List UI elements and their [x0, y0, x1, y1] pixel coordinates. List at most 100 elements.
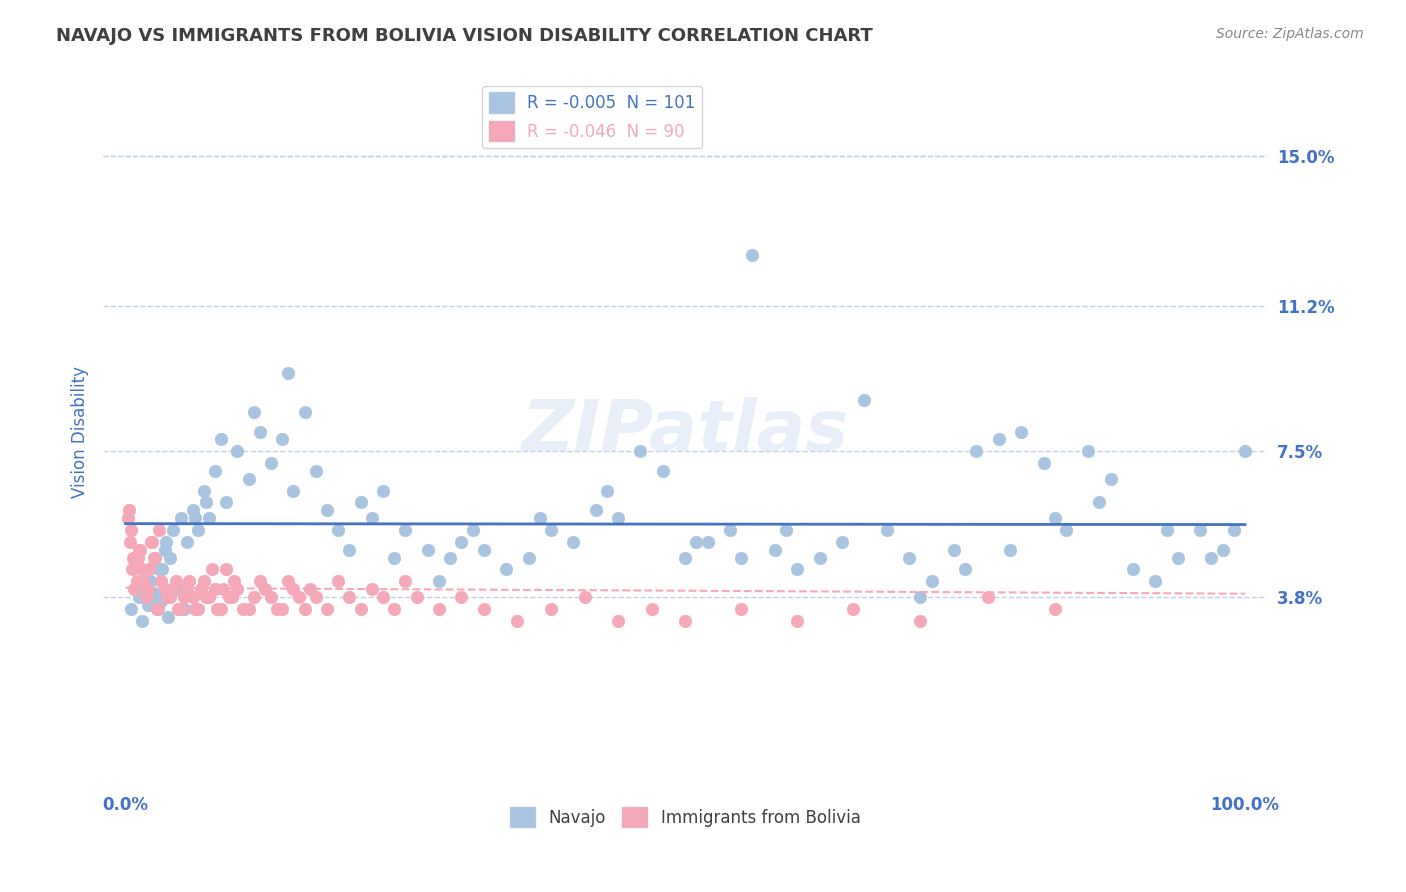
- Point: [775, 523, 797, 537]
- Point: [1156, 523, 1178, 537]
- Point: [135, 590, 157, 604]
- Point: [120, 523, 142, 537]
- Point: [193, 483, 215, 498]
- Point: [394, 574, 416, 589]
- Point: [136, 598, 159, 612]
- Point: [360, 582, 382, 596]
- Point: [427, 574, 450, 589]
- Point: [254, 582, 277, 596]
- Point: [143, 550, 166, 565]
- Point: [517, 550, 540, 565]
- Point: [786, 562, 808, 576]
- Point: [1032, 456, 1054, 470]
- Point: [763, 542, 786, 557]
- Point: [277, 574, 299, 589]
- Point: [201, 562, 224, 576]
- Point: [360, 511, 382, 525]
- Point: [299, 582, 322, 596]
- Point: [271, 433, 294, 447]
- Point: [131, 614, 153, 628]
- Point: [138, 562, 160, 576]
- Point: [831, 534, 853, 549]
- Point: [339, 590, 361, 604]
- Point: [146, 590, 169, 604]
- Point: [139, 574, 162, 589]
- Point: [283, 483, 305, 498]
- Point: [128, 542, 150, 557]
- Point: [730, 550, 752, 565]
- Point: [173, 601, 195, 615]
- Point: [1167, 550, 1189, 565]
- Point: [730, 601, 752, 615]
- Point: [129, 542, 152, 557]
- Point: [159, 590, 181, 604]
- Point: [118, 503, 141, 517]
- Point: [1099, 472, 1122, 486]
- Point: [371, 590, 394, 604]
- Point: [953, 562, 976, 576]
- Point: [416, 542, 439, 557]
- Point: [427, 601, 450, 615]
- Point: [162, 523, 184, 537]
- Point: [243, 405, 266, 419]
- Point: [148, 523, 170, 537]
- Point: [141, 534, 163, 549]
- Point: [898, 550, 921, 565]
- Point: [146, 601, 169, 615]
- Point: [808, 550, 831, 565]
- Point: [226, 444, 249, 458]
- Point: [173, 590, 195, 604]
- Point: [910, 614, 932, 628]
- Point: [266, 601, 288, 615]
- Point: [238, 601, 260, 615]
- Text: NAVAJO VS IMMIGRANTS FROM BOLIVIA VISION DISABILITY CORRELATION CHART: NAVAJO VS IMMIGRANTS FROM BOLIVIA VISION…: [56, 27, 873, 45]
- Point: [122, 550, 145, 565]
- Point: [696, 534, 718, 549]
- Point: [998, 542, 1021, 557]
- Point: [1077, 444, 1099, 458]
- Point: [124, 582, 146, 596]
- Point: [121, 562, 143, 576]
- Point: [150, 594, 173, 608]
- Point: [294, 601, 316, 615]
- Point: [167, 582, 190, 596]
- Point: [472, 542, 495, 557]
- Point: [142, 586, 165, 600]
- Point: [1234, 444, 1257, 458]
- Point: [148, 562, 170, 576]
- Point: [450, 590, 472, 604]
- Point: [450, 534, 472, 549]
- Point: [529, 511, 551, 525]
- Point: [495, 562, 517, 576]
- Point: [283, 582, 305, 596]
- Point: [118, 534, 141, 549]
- Point: [853, 393, 876, 408]
- Point: [193, 574, 215, 589]
- Point: [288, 590, 311, 604]
- Point: [170, 601, 193, 615]
- Point: [260, 590, 283, 604]
- Point: [125, 574, 148, 589]
- Point: [876, 523, 898, 537]
- Point: [131, 562, 153, 576]
- Point: [187, 523, 209, 537]
- Point: [218, 590, 240, 604]
- Point: [540, 523, 562, 537]
- Point: [271, 601, 294, 615]
- Point: [328, 574, 350, 589]
- Point: [718, 523, 741, 537]
- Point: [506, 614, 529, 628]
- Point: [1010, 425, 1032, 439]
- Point: [1054, 523, 1077, 537]
- Point: [204, 464, 226, 478]
- Point: [630, 444, 652, 458]
- Point: [156, 590, 179, 604]
- Point: [260, 456, 283, 470]
- Point: [142, 550, 165, 565]
- Point: [187, 601, 209, 615]
- Point: [157, 609, 180, 624]
- Point: [132, 574, 155, 589]
- Point: [316, 601, 339, 615]
- Point: [198, 511, 221, 525]
- Point: [165, 582, 187, 596]
